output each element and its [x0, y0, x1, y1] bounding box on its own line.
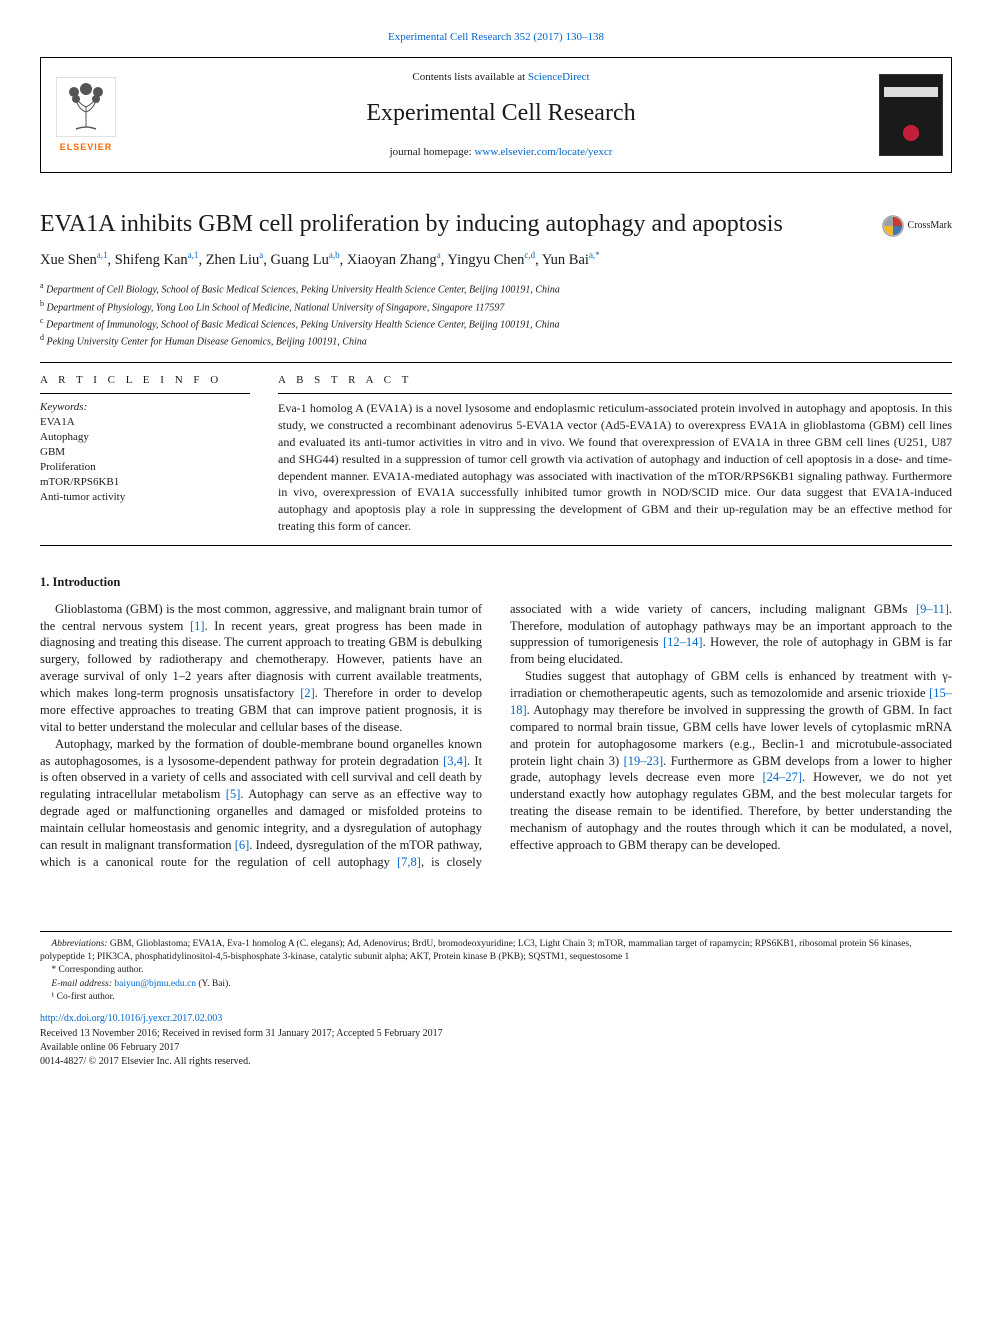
- intro-paragraph: Glioblastoma (GBM) is the most common, a…: [40, 601, 482, 736]
- divider: [40, 362, 952, 363]
- affil-sup: d: [40, 333, 44, 342]
- journal-name: Experimental Cell Research: [139, 97, 863, 129]
- author-name: Xue Shen: [40, 252, 97, 268]
- journal-cover-thumbnail: [871, 58, 951, 172]
- affil-sup: b: [40, 299, 44, 308]
- citation-link[interactable]: [7,8]: [397, 855, 421, 869]
- citation-link[interactable]: [9–11]: [916, 602, 949, 616]
- copyright-line: 0014-4827/ © 2017 Elsevier Inc. All righ…: [40, 1055, 952, 1069]
- journal-header: ELSEVIER Contents lists available at Sci…: [40, 57, 952, 173]
- article-info-column: A R T I C L E I N F O Keywords: EVA1AAut…: [40, 373, 250, 535]
- author-name: Xiaoyan Zhang: [347, 252, 437, 268]
- available-online: Available online 06 February 2017: [40, 1041, 952, 1055]
- footnotes: Abbreviations: GBM, Glioblastoma; EVA1A,…: [40, 931, 952, 1069]
- crossmark-badge[interactable]: CrossMark: [882, 215, 952, 237]
- intro-body: Glioblastoma (GBM) is the most common, a…: [40, 601, 952, 871]
- email-who: (Y. Bai).: [196, 979, 231, 989]
- author-affil-sup: a,1: [188, 250, 199, 260]
- citation-link[interactable]: [15–18]: [510, 686, 952, 717]
- keywords-label: Keywords:: [40, 400, 250, 415]
- keyword: Autophagy: [40, 430, 250, 445]
- article-info-heading: A R T I C L E I N F O: [40, 373, 250, 388]
- keyword: mTOR/RPS6KB1: [40, 475, 250, 490]
- article-title: EVA1A inhibits GBM cell proliferation by…: [40, 209, 882, 239]
- citation-link[interactable]: [3,4]: [443, 754, 467, 768]
- author-name: Shifeng Kan: [115, 252, 188, 268]
- email-link[interactable]: baiyun@bjmu.edu.cn: [114, 979, 196, 989]
- author-affil-sup: a,b: [329, 250, 340, 260]
- author-name: Yingyu Chen: [447, 252, 524, 268]
- homepage-prefix: journal homepage:: [390, 146, 475, 158]
- journal-reference-link[interactable]: Experimental Cell Research 352 (2017) 13…: [388, 31, 604, 43]
- citation-link[interactable]: [5]: [226, 787, 241, 801]
- elsevier-tree-icon: [56, 77, 116, 137]
- elsevier-label: ELSEVIER: [60, 141, 113, 153]
- homepage-link[interactable]: www.elsevier.com/locate/yexcr: [474, 146, 612, 158]
- keyword: Proliferation: [40, 460, 250, 475]
- corresponding-author-note: * Corresponding author.: [40, 964, 952, 977]
- journal-reference: Experimental Cell Research 352 (2017) 13…: [40, 30, 952, 45]
- intro-heading: 1. Introduction: [40, 574, 952, 591]
- authors-line: Xue Shena,1, Shifeng Kana,1, Zhen Liua, …: [40, 249, 952, 270]
- author-affil-sup: a,*: [589, 250, 600, 260]
- keyword: GBM: [40, 445, 250, 460]
- keyword: EVA1A: [40, 415, 250, 430]
- abbrev-text: GBM, Glioblastoma; EVA1A, Eva-1 homolog …: [40, 939, 912, 962]
- citation-link[interactable]: [2]: [300, 686, 315, 700]
- affil-text: Department of Physiology, Yong Loo Lin S…: [47, 302, 505, 313]
- author-affil-sup: a,1: [97, 250, 108, 260]
- doi-link[interactable]: http://dx.doi.org/10.1016/j.yexcr.2017.0…: [40, 1013, 222, 1024]
- abbrev-label: Abbreviations:: [51, 939, 107, 949]
- affil-text: Department of Cell Biology, School of Ba…: [46, 285, 560, 296]
- divider: [278, 393, 952, 394]
- author-affil-sup: a: [437, 250, 441, 260]
- citation-link[interactable]: [19–23]: [624, 754, 664, 768]
- abstract-text: Eva-1 homolog A (EVA1A) is a novel lysos…: [278, 400, 952, 534]
- divider: [40, 545, 952, 546]
- author-affil-sup: c,d: [524, 250, 535, 260]
- author-name: Zhen Liu: [206, 252, 260, 268]
- citation-link[interactable]: [6]: [235, 838, 250, 852]
- received-dates: Received 13 November 2016; Received in r…: [40, 1027, 952, 1041]
- email-label: E-mail address:: [51, 979, 114, 989]
- affil-sup: a: [40, 281, 44, 290]
- contents-prefix: Contents lists available at: [412, 71, 527, 83]
- intro-paragraph: Studies suggest that autophagy of GBM ce…: [510, 668, 952, 854]
- sciencedirect-link[interactable]: ScienceDirect: [528, 71, 590, 83]
- citation-link[interactable]: [1]: [190, 619, 205, 633]
- citation-link[interactable]: [12–14]: [663, 635, 703, 649]
- affil-sup: c: [40, 316, 44, 325]
- author-affil-sup: a: [259, 250, 263, 260]
- header-middle: Contents lists available at ScienceDirec…: [131, 58, 871, 172]
- affil-text: Department of Immunology, School of Basi…: [46, 319, 560, 330]
- citation-link[interactable]: [24–27]: [762, 770, 802, 784]
- abstract-column: A B S T R A C T Eva-1 homolog A (EVA1A) …: [278, 373, 952, 535]
- author-name: Guang Lu: [271, 252, 329, 268]
- abstract-heading: A B S T R A C T: [278, 373, 952, 388]
- affiliations: a Department of Cell Biology, School of …: [40, 280, 952, 349]
- affil-text: Peking University Center for Human Disea…: [47, 337, 367, 348]
- author-name: Yun Bai: [542, 252, 589, 268]
- divider: [40, 393, 250, 394]
- elsevier-logo: ELSEVIER: [41, 58, 131, 172]
- keyword: Anti-tumor activity: [40, 490, 250, 505]
- crossmark-icon: [882, 215, 904, 237]
- cofirst-note: ¹ Co-first author.: [40, 991, 952, 1004]
- crossmark-label: CrossMark: [908, 219, 952, 233]
